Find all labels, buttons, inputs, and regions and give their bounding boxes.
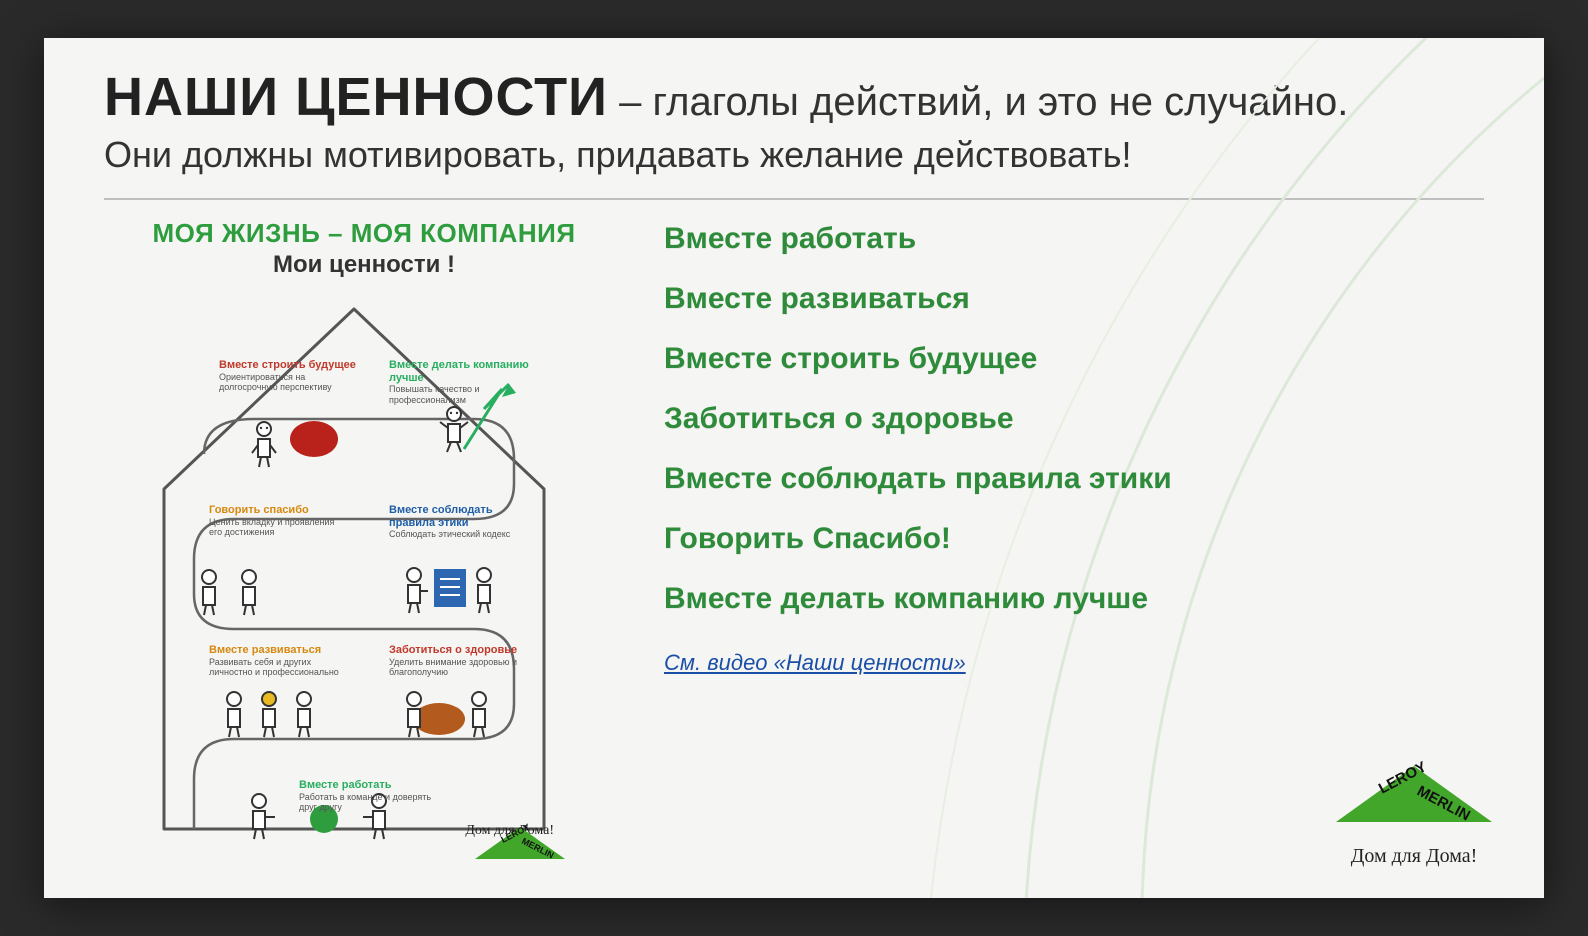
house-cell-sub: Развивать себя и других личностно и проф… bbox=[209, 657, 349, 678]
house-cell-title: Заботиться о здоровье bbox=[389, 644, 529, 657]
figure-icon bbox=[249, 689, 289, 739]
figure-icon bbox=[394, 689, 434, 739]
leroy-merlin-logo: LEROY MERLIN Дом для Дома! bbox=[1324, 760, 1504, 868]
figure-icon bbox=[459, 689, 499, 739]
leroy-merlin-logo-small: LEROY MERLIN Дом для Дома! bbox=[465, 823, 554, 839]
house-cell-title: Говорить спасибо bbox=[209, 504, 349, 517]
house-cell-c4: Вместе соблюдать правила этикиСоблюдать … bbox=[389, 504, 529, 540]
figure-icon bbox=[189, 567, 229, 617]
page-title-rest: – глаголы действий, и это не случайно. bbox=[608, 80, 1348, 124]
value-item: Вместе развиваться bbox=[664, 282, 1484, 316]
house-cell-title: Вместе работать bbox=[299, 779, 439, 792]
left-heading-2: Мои ценности ! bbox=[104, 251, 624, 279]
figure-icon bbox=[229, 567, 269, 617]
house-cell-sub: Повышать качество и профессионализм bbox=[389, 384, 529, 405]
figure-icon bbox=[394, 565, 434, 615]
house-cell-title: Вместе делать компанию лучше bbox=[389, 359, 529, 384]
house-cell-sub: Работать в команде и доверять друг другу bbox=[299, 792, 439, 813]
house-cell-c7: Вместе работатьРаботать в команде и дове… bbox=[299, 779, 439, 812]
figure-icon bbox=[284, 689, 324, 739]
value-item: Вместе работать bbox=[664, 222, 1484, 256]
value-item: Вместе строить будущее bbox=[664, 342, 1484, 376]
house-cell-title: Вместе строить будущее bbox=[219, 359, 359, 372]
house-infographic: LEROY MERLIN Дом для Дома! Вместе строит… bbox=[104, 289, 604, 849]
value-item: Вместе делать компанию лучше bbox=[664, 582, 1484, 616]
values-list: Вместе работать Вместе развиваться Вмест… bbox=[664, 218, 1484, 849]
left-heading-1: МОЯ ЖИЗНЬ – МОЯ КОМПАНИЯ bbox=[104, 218, 624, 249]
house-cell-sub: Соблюдать этический кодекс bbox=[389, 529, 529, 539]
figure-icon bbox=[434, 404, 474, 454]
figure-icon bbox=[239, 791, 279, 841]
figure-icon bbox=[464, 565, 504, 615]
house-cell-c2: Вместе делать компанию лучшеПовышать кач… bbox=[389, 359, 529, 405]
value-item: Вместе соблюдать правила этики bbox=[664, 462, 1484, 496]
page-title-strong: НАШИ ЦЕННОСТИ bbox=[104, 67, 608, 127]
house-cell-c5: Вместе развиватьсяРазвивать себя и други… bbox=[209, 644, 349, 677]
house-cell-title: Вместе соблюдать правила этики bbox=[389, 504, 529, 529]
figure-icon bbox=[214, 689, 254, 739]
house-cell-sub: Ориентироваться на долгосрочную перспект… bbox=[219, 372, 359, 393]
left-column: МОЯ ЖИЗНЬ – МОЯ КОМПАНИЯ Мои ценности ! bbox=[104, 218, 624, 849]
house-cell-c1: Вместе строить будущееОриентироваться на… bbox=[219, 359, 359, 392]
figure-icon bbox=[244, 419, 284, 469]
house-cell-c3: Говорить спасибоЦенить вкладку и проявле… bbox=[209, 504, 349, 537]
logo-tagline: Дом для Дома! bbox=[1324, 845, 1504, 868]
house-cell-sub: Ценить вкладку и проявления его достижен… bbox=[209, 517, 349, 538]
slide: НАШИ ЦЕННОСТИ – глаголы действий, и это … bbox=[44, 38, 1544, 898]
video-link[interactable]: См. видео «Наши ценности» bbox=[664, 650, 1484, 676]
house-cell-sub: Уделить внимание здоровью и благополучию bbox=[389, 657, 529, 678]
value-item: Говорить Спасибо! bbox=[664, 522, 1484, 556]
house-cell-title: Вместе развиваться bbox=[209, 644, 349, 657]
value-item: Заботиться о здоровье bbox=[664, 402, 1484, 436]
page-title-line: НАШИ ЦЕННОСТИ – глаголы действий, и это … bbox=[104, 66, 1484, 128]
page-subtitle: Они должны мотивировать, придавать желан… bbox=[104, 134, 1484, 176]
house-cell-c6: Заботиться о здоровьеУделить внимание зд… bbox=[389, 644, 529, 677]
